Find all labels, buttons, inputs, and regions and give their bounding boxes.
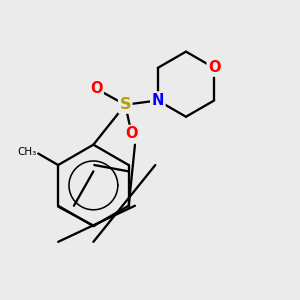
Text: O: O [125, 126, 138, 141]
Text: N: N [152, 93, 164, 108]
Text: O: O [208, 60, 220, 75]
Text: N: N [152, 93, 164, 108]
Text: O: O [90, 81, 103, 96]
Text: CH₃: CH₃ [17, 148, 37, 158]
Text: S: S [119, 97, 131, 112]
